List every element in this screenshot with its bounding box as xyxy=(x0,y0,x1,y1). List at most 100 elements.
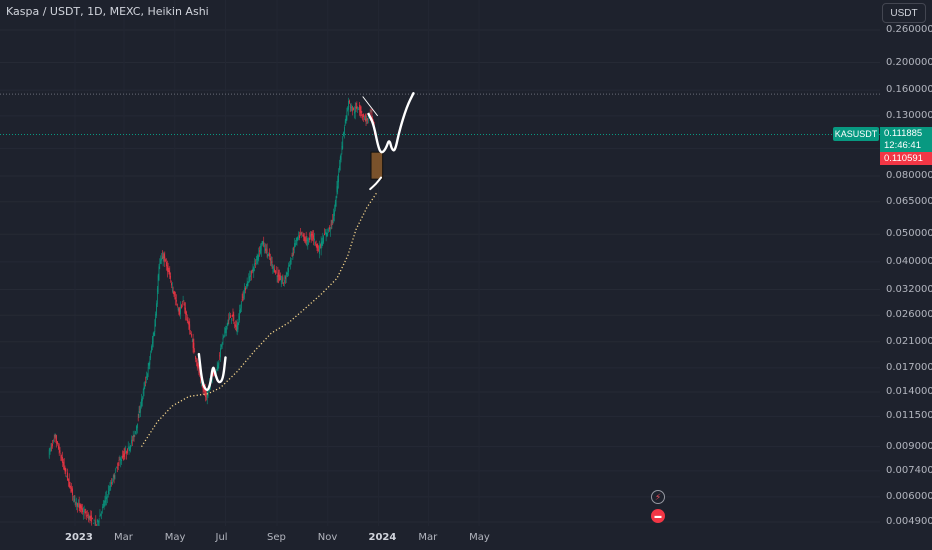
candle-body xyxy=(329,228,331,231)
candle-body xyxy=(151,341,153,347)
candle-body xyxy=(336,186,338,193)
cup-pattern-drawing xyxy=(197,352,227,391)
candle-body xyxy=(316,244,318,249)
flag-event-icon[interactable]: ▬ xyxy=(651,509,665,523)
candle-body xyxy=(171,286,173,288)
candle-body xyxy=(280,275,281,281)
time-tick-label: May xyxy=(164,532,186,543)
candle-body xyxy=(233,315,235,321)
candle-body xyxy=(270,261,272,263)
candle-body xyxy=(156,303,157,316)
candle-body xyxy=(180,306,181,315)
candle-body xyxy=(108,490,110,495)
candle-body xyxy=(306,239,308,241)
candle-body xyxy=(335,196,337,207)
candle-body xyxy=(329,227,330,230)
candle-body xyxy=(280,280,282,282)
candle-body xyxy=(321,241,323,246)
candle-body xyxy=(325,231,327,236)
candle-body xyxy=(361,114,363,116)
candle-body xyxy=(102,503,104,505)
candle-body xyxy=(264,245,265,248)
candle-body xyxy=(206,394,207,396)
candle-body xyxy=(140,406,142,413)
candle-body xyxy=(326,232,328,236)
time-axis[interactable] xyxy=(0,526,880,550)
candle-body xyxy=(304,236,305,242)
candle-body xyxy=(285,276,286,279)
candle-body xyxy=(333,213,334,221)
time-tick-label: Mar xyxy=(114,532,133,543)
candle-body xyxy=(187,319,189,321)
candle-body xyxy=(253,268,255,272)
candle-body xyxy=(274,268,275,273)
price-axis[interactable] xyxy=(880,0,932,550)
candle-body xyxy=(219,355,221,357)
candle-body xyxy=(230,318,232,321)
candle-body xyxy=(112,476,114,478)
candle-body xyxy=(207,389,209,397)
candle-body xyxy=(168,270,170,275)
candle-body xyxy=(53,438,55,440)
candle-body xyxy=(256,258,258,260)
candle-body xyxy=(78,502,80,505)
candle-body xyxy=(249,275,250,282)
candle-body xyxy=(315,240,317,243)
candle-body xyxy=(344,120,346,125)
candle-body xyxy=(70,489,72,492)
candle-body xyxy=(166,261,167,267)
candle-body xyxy=(224,331,226,333)
time-tick-label: Nov xyxy=(317,532,338,543)
candle-body xyxy=(242,296,244,298)
candle-body xyxy=(330,223,332,226)
support-curve-drawing xyxy=(369,176,382,191)
time-tick-label: Mar xyxy=(418,532,438,543)
candle-body xyxy=(235,325,237,332)
candle-body xyxy=(206,391,208,400)
candle-body xyxy=(181,305,182,309)
candle-body xyxy=(107,496,108,498)
candle-body xyxy=(293,248,295,251)
candle-body xyxy=(350,107,352,109)
candle-body xyxy=(158,266,160,280)
candle-body xyxy=(72,496,74,498)
candle-body xyxy=(176,300,177,302)
candle-body xyxy=(186,318,188,321)
candle-body xyxy=(145,381,147,383)
candle-body xyxy=(294,243,296,246)
candle-body xyxy=(367,118,369,120)
currency-button[interactable]: USDT xyxy=(882,3,926,23)
candle-body xyxy=(130,445,132,449)
candle-body xyxy=(354,111,355,114)
candle-body xyxy=(50,447,52,449)
candle-body xyxy=(122,455,124,457)
drawings[interactable] xyxy=(197,92,415,391)
candle-body xyxy=(198,368,200,373)
candle-body xyxy=(110,485,112,488)
candle-body xyxy=(106,496,107,500)
candle-body xyxy=(304,239,306,241)
candle-body xyxy=(120,458,122,464)
candle-body xyxy=(371,107,373,117)
candle-body xyxy=(303,233,305,238)
candle-body xyxy=(148,362,150,366)
candle-body xyxy=(356,106,358,109)
candle-body xyxy=(327,229,329,231)
horizontal-price-lines xyxy=(0,93,880,136)
candle-body xyxy=(239,309,240,320)
candle-body xyxy=(153,332,155,336)
price-tick-label: 0.009000 xyxy=(886,440,932,452)
candle-body xyxy=(281,280,283,282)
lightning-event-icon[interactable]: ⚡ xyxy=(651,490,665,504)
candle-body xyxy=(107,490,109,493)
candle-body xyxy=(263,242,265,247)
candle-body xyxy=(251,270,253,271)
candle-body xyxy=(292,252,294,259)
candle-body xyxy=(132,439,133,441)
candle-body xyxy=(332,218,334,220)
candle-body xyxy=(191,333,192,337)
candle-body xyxy=(255,263,256,265)
candle-body xyxy=(370,110,372,112)
time-tick-label: Jul xyxy=(215,532,228,543)
